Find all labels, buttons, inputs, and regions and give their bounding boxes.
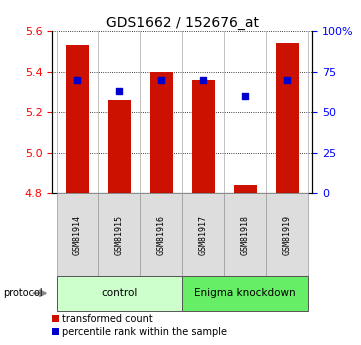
Bar — [140, 193, 182, 276]
Point — [242, 93, 248, 99]
Point — [200, 77, 206, 82]
Bar — [57, 193, 99, 276]
Legend: transformed count, percentile rank within the sample: transformed count, percentile rank withi… — [52, 314, 227, 337]
Text: GSM81915: GSM81915 — [115, 215, 124, 255]
Text: Enigma knockdown: Enigma knockdown — [194, 288, 296, 298]
Bar — [266, 193, 308, 276]
Bar — [57, 276, 182, 310]
Bar — [99, 193, 140, 276]
Bar — [182, 276, 308, 310]
Text: GSM81916: GSM81916 — [157, 215, 166, 255]
Bar — [275, 43, 299, 193]
Text: GSM81914: GSM81914 — [73, 215, 82, 255]
Point — [75, 77, 81, 82]
Point — [117, 88, 122, 94]
Bar — [192, 80, 215, 193]
Bar — [108, 100, 131, 193]
Title: GDS1662 / 152676_at: GDS1662 / 152676_at — [106, 16, 259, 30]
Text: GSM81919: GSM81919 — [283, 215, 292, 255]
Bar — [224, 193, 266, 276]
Text: GSM81918: GSM81918 — [241, 215, 250, 255]
Bar — [234, 185, 257, 193]
Bar — [150, 71, 173, 193]
Point — [284, 77, 290, 82]
Text: GSM81917: GSM81917 — [199, 215, 208, 255]
Point — [158, 77, 164, 82]
Bar — [182, 193, 224, 276]
Text: control: control — [101, 288, 138, 298]
Bar — [66, 45, 89, 193]
Text: protocol: protocol — [4, 288, 43, 298]
